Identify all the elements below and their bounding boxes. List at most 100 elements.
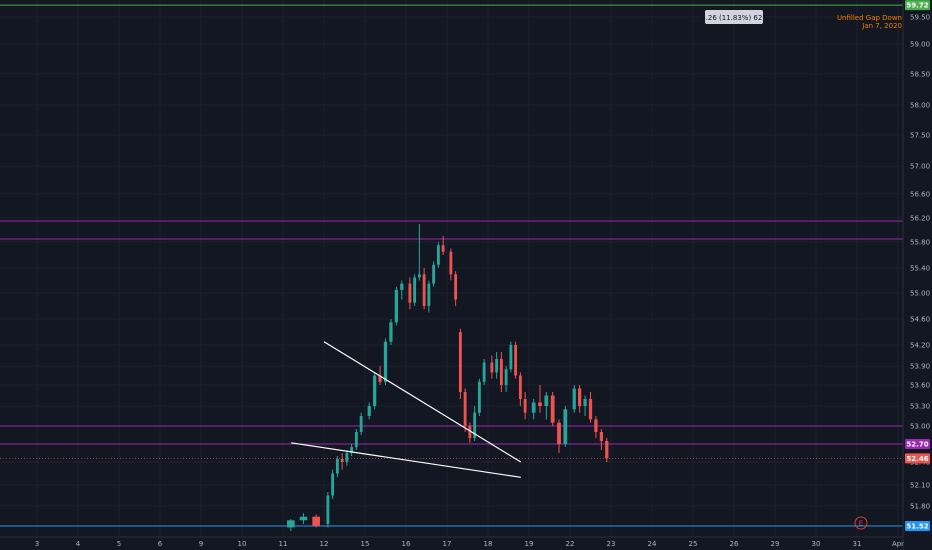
- x-tick-label: 18: [484, 540, 493, 548]
- candle-body: [499, 359, 503, 385]
- candle-body: [572, 388, 576, 410]
- gap-annotation-title: Unfilled Gap Down: [837, 14, 902, 22]
- candle-body: [531, 402, 536, 413]
- horizontal-levels: [0, 4, 903, 527]
- candle-body: [514, 345, 518, 376]
- candles: [287, 224, 609, 531]
- x-tick-label: 15: [361, 540, 370, 548]
- candle-body: [504, 369, 508, 385]
- candle-body: [477, 381, 481, 413]
- candle-body: [563, 409, 568, 444]
- x-tick-label: 16: [402, 540, 411, 548]
- candle-body: [394, 289, 398, 323]
- candle-body: [350, 447, 354, 453]
- candle-body: [509, 345, 513, 370]
- candle-body: [583, 399, 587, 406]
- candle-body: [449, 251, 453, 275]
- candle-body: [594, 419, 598, 432]
- price-badge-bg: [905, 0, 930, 11]
- y-tick-label: 53.30: [910, 403, 930, 411]
- candle-body: [359, 416, 363, 432]
- candle-body: [312, 516, 320, 526]
- y-tick-label: 54.20: [910, 342, 930, 350]
- candle-body: [599, 432, 603, 441]
- price-badge-label: 59.72: [906, 2, 928, 10]
- y-tick-label: 55.40: [910, 265, 930, 273]
- y-tick-label: 53.60: [910, 382, 930, 390]
- candle-body: [473, 412, 477, 438]
- x-tick-label: 26: [730, 540, 739, 548]
- candle-body: [490, 362, 494, 373]
- candle-body: [550, 395, 555, 423]
- candle-body: [557, 422, 561, 444]
- price-badge-bg: [905, 439, 930, 449]
- y-tick-label: 55.00: [910, 290, 930, 298]
- y-tick-label: 59.00: [910, 41, 930, 49]
- candle-body: [495, 359, 499, 373]
- y-tick-label: 59.50: [910, 14, 930, 22]
- y-tick-label: 52.10: [910, 482, 930, 490]
- candle-body: [335, 459, 339, 474]
- candle-body: [400, 283, 404, 290]
- measure-label-box: [705, 10, 763, 24]
- price-badge-label: 52.46: [906, 455, 928, 463]
- candle-body: [578, 388, 582, 406]
- candle-body: [326, 495, 330, 524]
- candle-body: [432, 264, 436, 284]
- y-tick-label: 56.60: [910, 191, 930, 199]
- x-tick-label: 4: [76, 540, 81, 548]
- x-tick-label: 10: [238, 540, 247, 548]
- candle-body: [378, 375, 382, 382]
- x-tick-label: 11: [279, 540, 288, 548]
- price-badge-label: 51.52: [906, 523, 928, 531]
- candle-body: [367, 406, 371, 416]
- wedge-upper-line: [323, 341, 522, 463]
- x-tick-label: 29: [771, 540, 780, 548]
- y-tick-label: 54.60: [910, 316, 930, 324]
- x-tick-label: 23: [607, 540, 616, 548]
- annotations: Unfilled Gap Down Jan 7, 2020 6.26 (11.8…: [701, 10, 902, 530]
- candle-body: [588, 399, 593, 420]
- x-tick-label: 25: [689, 540, 698, 548]
- y-tick-label: 56.20: [910, 215, 930, 223]
- y-tick-label: 53.90: [910, 363, 930, 371]
- price-badge-label: 52.70: [906, 441, 928, 449]
- candle-body: [458, 332, 462, 392]
- candle-body: [468, 426, 472, 438]
- candle-body: [417, 274, 421, 278]
- candle-body: [345, 453, 349, 462]
- earnings-marker[interactable]: [854, 516, 868, 530]
- price-badges: 59.72 52.70 52.46 51.52: [905, 0, 930, 531]
- candle-body: [373, 375, 377, 406]
- x-tick-label: 12: [320, 540, 329, 548]
- price-badge-bg: [905, 521, 930, 531]
- x-tick-label: Apr: [892, 540, 904, 548]
- x-tick-label: 19: [525, 540, 534, 548]
- x-tick-label: 17: [443, 540, 452, 548]
- candle-body: [454, 274, 458, 300]
- candle-body: [482, 362, 486, 382]
- candle-body: [523, 399, 527, 413]
- y-tick-label: 51.80: [910, 503, 930, 511]
- x-tick-label: 22: [566, 540, 575, 548]
- gap-annotation-date: Jan 7, 2020: [861, 22, 902, 30]
- y-tick-label: 55.80: [910, 239, 930, 247]
- x-tick-label: 24: [648, 540, 657, 548]
- candle-body: [389, 322, 393, 342]
- candle-body: [354, 432, 358, 447]
- x-tick-label: 3: [35, 540, 39, 548]
- earnings-marker-label: E: [859, 520, 863, 528]
- candle-body: [383, 341, 388, 382]
- x-tick-label: 9: [199, 540, 203, 548]
- price-badge-bg: [905, 453, 930, 464]
- x-tick-label: 6: [158, 540, 163, 548]
- candle-body: [331, 473, 335, 496]
- candle-body: [436, 245, 440, 265]
- candle-body: [605, 441, 609, 459]
- candle-body: [441, 245, 445, 252]
- candle-body: [340, 459, 344, 462]
- y-tick-label: 57.00: [910, 163, 930, 171]
